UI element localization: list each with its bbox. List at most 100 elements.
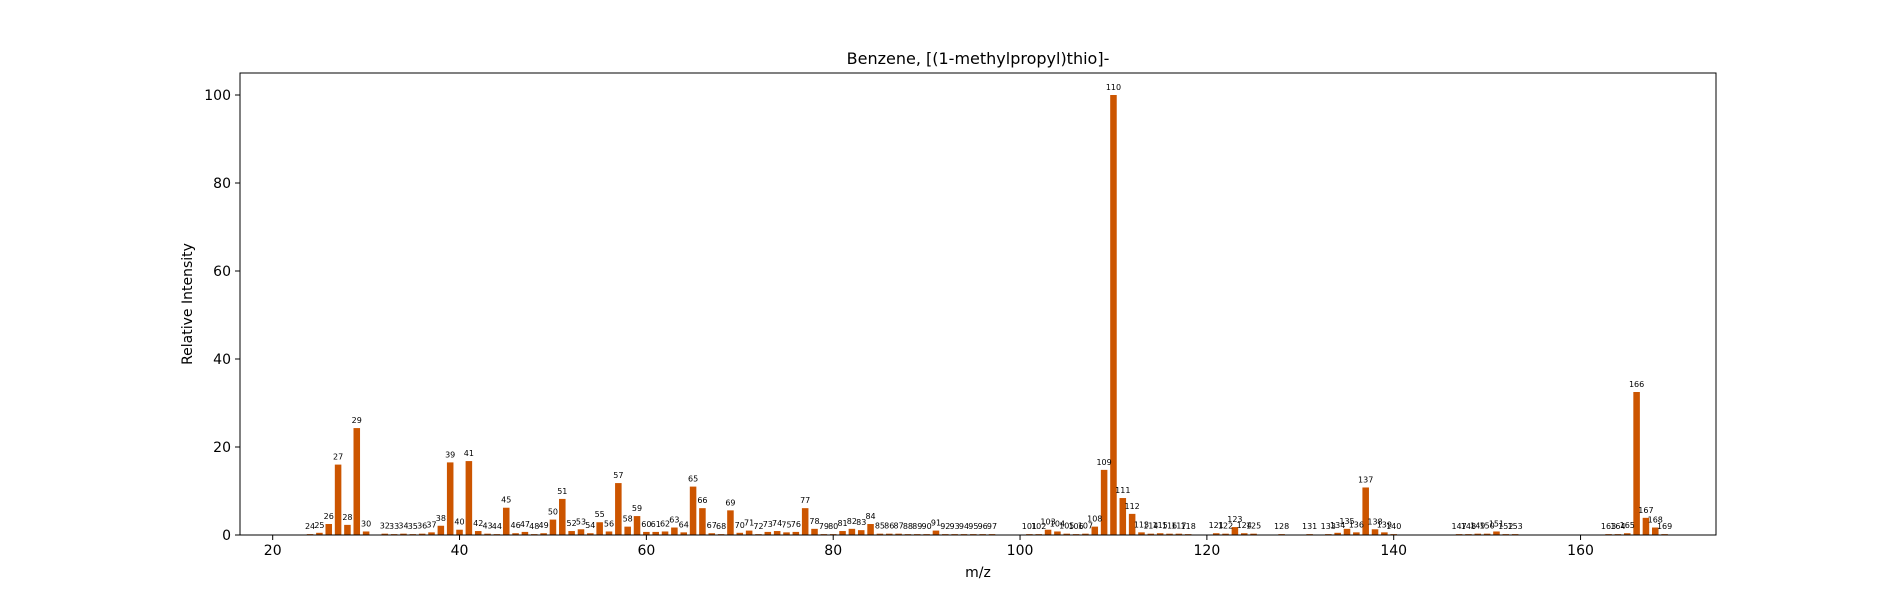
bar-mz-122 (1222, 533, 1229, 535)
bar-mz-111 (1119, 498, 1127, 535)
bar-mz-25 (316, 532, 323, 535)
peak-label-mz-71: 71 (744, 519, 754, 528)
peak-label-mz-25: 25 (314, 521, 324, 530)
x-tick-label-120: 120 (1194, 543, 1221, 559)
peak-label-mz-167: 167 (1638, 506, 1653, 515)
bar-mz-42 (474, 531, 482, 535)
peak-label-mz-97: 97 (987, 522, 997, 531)
bar-mz-63 (671, 527, 678, 535)
peak-label-mz-87: 87 (893, 522, 903, 531)
peak-label-mz-41: 41 (464, 449, 474, 458)
bar-mz-26 (325, 524, 333, 535)
bar-mz-85 (876, 533, 884, 535)
peak-label-mz-96: 96 (978, 522, 988, 531)
peak-label-mz-136: 136 (1349, 520, 1364, 529)
bar-mz-54 (587, 533, 594, 535)
peak-label-mz-80: 80 (828, 522, 838, 531)
peak-label-mz-101: 101 (1022, 522, 1037, 531)
bar-mz-116 (1166, 533, 1173, 535)
bar-mz-109 (1100, 469, 1108, 535)
bar-mz-50 (549, 519, 557, 535)
peak-label-mz-122: 122 (1218, 522, 1233, 531)
peak-label-mz-46: 46 (510, 521, 520, 530)
peak-label-mz-58: 58 (623, 515, 633, 524)
bar-mz-77 (801, 508, 809, 535)
bar-mz-37 (428, 532, 435, 535)
bar-mz-28 (344, 524, 351, 535)
peak-label-mz-26: 26 (324, 512, 334, 521)
peak-label-mz-35: 35 (408, 522, 418, 531)
peak-label-mz-86: 86 (884, 522, 894, 531)
bar-mz-75 (783, 532, 790, 535)
peak-label-mz-27: 27 (333, 453, 343, 462)
peak-label-mz-81: 81 (837, 519, 847, 528)
peak-label-mz-68: 68 (716, 522, 726, 531)
peak-label-mz-168: 168 (1648, 516, 1663, 525)
peak-label-mz-28: 28 (342, 513, 352, 522)
peak-label-mz-110: 110 (1106, 83, 1121, 92)
bar-mz-78 (811, 528, 818, 535)
bar-mz-121 (1212, 533, 1220, 535)
bar-mz-47 (521, 531, 529, 535)
bar-mz-49 (540, 533, 547, 535)
peak-label-mz-165: 165 (1620, 521, 1635, 530)
peak-label-mz-64: 64 (679, 520, 689, 529)
peak-label-mz-38: 38 (436, 514, 446, 523)
peak-label-mz-115: 115 (1153, 521, 1168, 530)
bar-mz-167 (1642, 517, 1650, 535)
bar-mz-39 (446, 462, 454, 535)
peak-label-mz-36: 36 (417, 522, 427, 531)
bar-mz-110 (1110, 95, 1117, 535)
peak-label-mz-40: 40 (454, 518, 464, 527)
bar-mz-64 (680, 532, 687, 535)
bar-mz-134 (1334, 532, 1341, 535)
peak-label-mz-111: 111 (1115, 486, 1130, 495)
peak-label-mz-88: 88 (903, 522, 913, 531)
bar-mz-114 (1147, 533, 1155, 535)
peak-label-mz-123: 123 (1227, 515, 1242, 524)
y-axis-title: Relative Intensity (180, 243, 196, 365)
peak-label-mz-56: 56 (604, 519, 614, 528)
peak-label-mz-137: 137 (1358, 475, 1373, 484)
y-tick-label-20: 20 (213, 440, 231, 456)
peak-label-mz-39: 39 (445, 450, 455, 459)
peak-label-mz-51: 51 (557, 487, 567, 496)
peak-label-mz-140: 140 (1386, 522, 1401, 531)
bar-mz-41 (465, 461, 473, 535)
bar-mz-112 (1128, 513, 1136, 535)
bar-mz-117 (1175, 533, 1183, 535)
bar-mz-32 (381, 533, 389, 535)
bar-mz-113 (1138, 532, 1145, 535)
peak-label-mz-57: 57 (613, 471, 623, 480)
peak-label-mz-108: 108 (1087, 515, 1102, 524)
peak-label-mz-109: 109 (1096, 458, 1111, 467)
x-tick-label-160: 160 (1567, 543, 1594, 559)
bar-mz-51 (559, 498, 566, 535)
peak-label-mz-53: 53 (576, 517, 586, 526)
bar-mz-45 (502, 507, 510, 535)
plot-frame (239, 72, 1717, 536)
x-tick-label-40: 40 (451, 543, 469, 559)
bar-mz-104 (1054, 531, 1061, 535)
peak-label-mz-48: 48 (529, 522, 539, 531)
peak-label-mz-133: 133 (1321, 522, 1336, 531)
peak-label-mz-77: 77 (800, 496, 810, 505)
bar-mz-52 (568, 531, 575, 535)
peak-label-mz-45: 45 (501, 496, 511, 505)
bar-mz-86 (885, 533, 893, 535)
peak-label-mz-37: 37 (426, 520, 436, 529)
peak-label-mz-94: 94 (959, 522, 969, 531)
bar-mz-62 (661, 531, 669, 535)
x-axis: 20 40 60 80 100 120 140 160 (264, 535, 1594, 559)
peak-label-mz-138: 138 (1367, 517, 1382, 526)
peak-label-mz-152: 152 (1498, 522, 1513, 531)
bar-mz-139 (1381, 532, 1388, 535)
peak-label-mz-93: 93 (950, 522, 960, 531)
peak-label-mz-66: 66 (697, 496, 707, 505)
bar-mz-69 (727, 510, 734, 535)
bar-mz-168 (1652, 527, 1659, 535)
bar-mz-61 (652, 531, 659, 535)
peak-label-mz-113: 113 (1134, 520, 1149, 529)
bar-mz-43 (484, 533, 491, 535)
bar-mz-73 (764, 531, 772, 535)
